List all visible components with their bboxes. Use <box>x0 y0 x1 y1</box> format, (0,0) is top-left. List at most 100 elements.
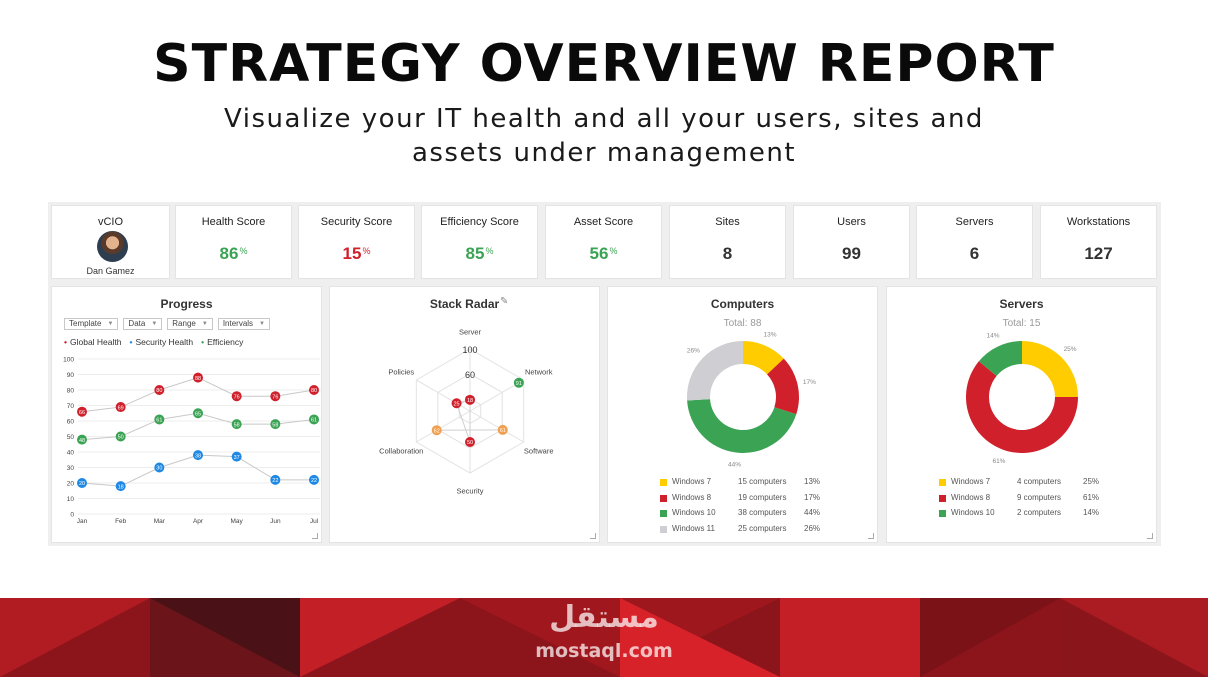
legend-percent: 13% <box>804 477 821 486</box>
legend-count: 38 computers <box>738 508 787 517</box>
legend-row[interactable]: Windows 8 9 computers 61% <box>939 493 1119 505</box>
resize-handle-icon[interactable] <box>590 533 596 539</box>
data-point <box>154 385 165 395</box>
kpi-asset-score[interactable]: Asset Score 56% <box>545 205 662 279</box>
kpi-label: vCIO <box>97 216 124 228</box>
legend-swatch <box>939 479 946 486</box>
x-tick-label: Jul <box>310 518 319 525</box>
kpi-label: Asset Score <box>573 216 634 228</box>
intervals-dropdown[interactable]: Intervals ▼ <box>217 318 270 330</box>
template-dropdown[interactable]: Template ▼ <box>64 318 119 330</box>
radar-point-label: 61 <box>500 428 506 434</box>
y-tick-label: 30 <box>67 465 75 472</box>
slice-label: 13% <box>763 332 776 339</box>
slice-label: 17% <box>803 379 816 386</box>
data-point <box>193 372 203 383</box>
pencil-icon[interactable]: ✎ <box>500 296 509 307</box>
legend-row[interactable]: Windows 8 19 computers 17% <box>660 493 840 505</box>
kpi-efficiency-score[interactable]: Efficiency Score 85% <box>421 205 538 279</box>
data-label: 58 <box>272 422 278 428</box>
avatar <box>97 231 128 262</box>
resize-handle-icon[interactable] <box>1147 533 1153 539</box>
range-dropdown[interactable]: Range ▼ <box>167 318 213 330</box>
y-tick-label: 50 <box>67 434 75 441</box>
radar-point <box>465 437 475 447</box>
radar-axis-label: Server <box>459 328 482 337</box>
donut-slice <box>966 361 1078 453</box>
footer-pattern <box>0 598 1208 677</box>
data-point <box>270 391 281 402</box>
kpi-label: Sites <box>715 216 740 228</box>
kpi-value: 6 <box>969 244 980 263</box>
y-tick-label: 80 <box>67 388 75 395</box>
radar-series-line <box>455 399 471 443</box>
legend-row[interactable]: Windows 7 4 computers 25% <box>939 477 1119 489</box>
legend-percent: 14% <box>1083 508 1100 517</box>
y-tick-label: 0 <box>70 512 74 519</box>
legend-row[interactable]: Windows 10 2 computers 14% <box>939 508 1119 520</box>
computers-panel: Computers Total: 88 13% 17% 44% 26% Windows… <box>607 286 878 543</box>
data-label: 66 <box>79 410 85 416</box>
y-tick-label: 10 <box>67 496 75 503</box>
filter-bar: Template ▼ Data ▼ Range ▼ Intervals ▼ <box>64 318 270 330</box>
legend-security-health[interactable]: • Security Health <box>129 337 194 347</box>
resize-handle-icon[interactable] <box>312 533 318 539</box>
radar-axis <box>469 410 524 443</box>
legend-row[interactable]: Windows 10 38 computers 44% <box>660 508 840 520</box>
slice-label: 26% <box>687 347 700 354</box>
kpi-value: 15% <box>342 244 371 263</box>
legend-percent: 25% <box>1083 477 1100 486</box>
dot-icon: • <box>201 337 205 347</box>
kpi-users[interactable]: Users 99 <box>793 205 910 279</box>
kpi-label: Efficiency Score <box>440 216 519 228</box>
resize-handle-icon[interactable] <box>868 533 874 539</box>
servers-donut-chart: 25% 61% 14% <box>966 332 1078 465</box>
stack-radar-chart: 2060100ServerNetworkSoftwareSecurityColl… <box>379 328 553 496</box>
data-point <box>115 481 126 492</box>
donut-slice <box>978 341 1022 376</box>
panel-title: Progress <box>160 297 213 311</box>
kpi-sites[interactable]: Sites 8 <box>669 205 786 279</box>
kpi-vcio[interactable]: vCIO Dan Gamez <box>51 205 170 279</box>
radar-axis <box>416 410 471 443</box>
legend-efficiency[interactable]: • Efficiency <box>201 337 244 347</box>
data-point <box>270 419 281 430</box>
legend-swatch <box>660 510 667 517</box>
data-point <box>270 474 281 485</box>
kpi-workstations[interactable]: Workstations 127 <box>1040 205 1157 279</box>
legend-swatch <box>939 494 946 502</box>
legend-count: 25 computers <box>738 523 787 533</box>
kpi-health-score[interactable]: Health Score 86% <box>175 205 292 279</box>
kpi-servers[interactable]: Servers 6 <box>916 205 1033 279</box>
kpi-value: 8 <box>722 244 733 263</box>
legend-name: Windows 7 <box>672 477 712 486</box>
radar-point-label: 62 <box>434 428 440 434</box>
legend-row[interactable]: Windows 7 15 computers 13% <box>660 477 840 489</box>
legend-name: Windows 10 <box>951 508 995 517</box>
radar-axis-label: Collaboration <box>379 447 423 456</box>
legend-global-health[interactable]: • Global Health <box>64 337 122 347</box>
radar-axis-label: Network <box>525 367 553 376</box>
legend-row[interactable]: Windows 11 25 computers 26% <box>660 524 840 536</box>
radar-point <box>431 425 442 436</box>
data-point <box>231 451 242 462</box>
kpi-security-score[interactable]: Security Score 15% <box>298 205 415 279</box>
subtitle-line-2: assets under management <box>411 138 797 168</box>
data-label: 80 <box>156 388 162 394</box>
kpi-label: Users <box>837 216 866 228</box>
y-tick-label: 60 <box>67 419 75 426</box>
data-label: 18 <box>118 484 124 490</box>
slice-label: 61% <box>992 458 1005 465</box>
vcio-name: Dan Gamez <box>86 266 135 276</box>
kpi-label: Workstations <box>1066 216 1131 228</box>
y-tick-label: 70 <box>67 403 75 410</box>
data-dropdown[interactable]: Data ▼ <box>123 318 163 330</box>
legend-name: Windows 7 <box>951 477 991 486</box>
data-point <box>309 414 319 425</box>
legend-percent: 61% <box>1083 492 1100 502</box>
data-point <box>231 419 242 430</box>
panel-title: Stack Radar <box>429 297 500 311</box>
radar-point <box>451 398 462 409</box>
donut-slice <box>743 341 784 375</box>
brand-logo-arabic: مستقل <box>549 600 659 635</box>
